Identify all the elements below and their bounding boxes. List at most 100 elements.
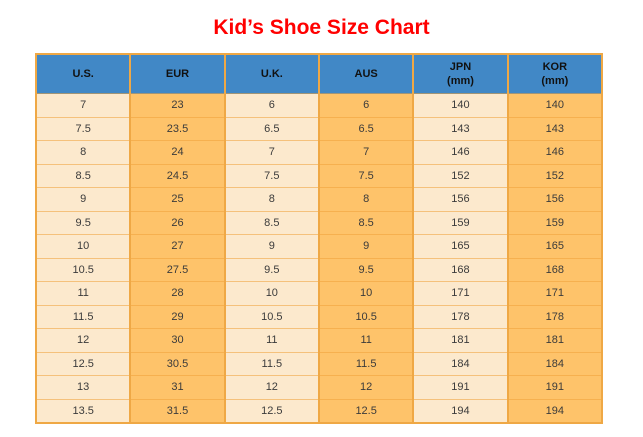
table-cell: 25 [129, 187, 225, 211]
table-row: 9 25 8 8 156 156 [36, 187, 602, 211]
table-cell: 30 [129, 328, 225, 352]
column-header: JPN (mm) [412, 54, 508, 94]
table-cell: 26 [129, 210, 225, 235]
table-row: 13 31 12 12 191 191 [36, 375, 602, 399]
table-cell: 30.5 [129, 351, 225, 376]
table-cell: 6 [223, 93, 319, 117]
table-cell: 184 [412, 351, 508, 376]
table-row: 11 28 10 10 171 171 [36, 281, 602, 305]
table-cell: 11.5 [317, 351, 414, 376]
column-header: AUS [317, 54, 414, 94]
table-cell: 11.5 [223, 351, 319, 376]
table-cell: 12.5 [36, 351, 131, 376]
table-row: 9.5 26 8.5 8.5 159 159 [36, 210, 602, 235]
table-cell: 194 [412, 398, 508, 423]
table-cell: 10.5 [36, 257, 131, 282]
table-cell: 11.5 [36, 304, 131, 329]
table-cell: 8.5 [223, 210, 319, 235]
table-cell: 8.5 [36, 163, 131, 188]
table-row: 13.5 31.5 12.5 12.5 194 194 [36, 398, 602, 423]
table-cell: 10 [317, 281, 414, 305]
table-cell: 10 [223, 281, 319, 305]
table-body: 7 23 6 6 140 140 7.5 23.5 6.5 6.5 143 143 8 24 7 7 146 14… [36, 93, 602, 423]
table-cell: 7 [223, 140, 319, 164]
table-cell: 146 [412, 140, 508, 164]
table-cell: 10 [36, 234, 131, 258]
table-row: 12 30 11 11 181 181 [36, 328, 602, 352]
table-row: 8 24 7 7 146 146 [36, 140, 602, 164]
table-cell: 181 [506, 328, 602, 352]
table-cell: 181 [412, 328, 508, 352]
table-cell: 7 [317, 140, 414, 164]
table-cell: 12 [36, 328, 131, 352]
table-cell: 27.5 [129, 257, 225, 282]
table-cell: 7.5 [36, 116, 131, 141]
table-cell: 10.5 [317, 304, 414, 329]
table-row: 11.5 29 10.5 10.5 178 178 [36, 304, 602, 329]
table-cell: 13 [36, 375, 131, 399]
table-row: 10.5 27.5 9.5 9.5 168 168 [36, 257, 602, 282]
table-header-row: U.S. EUR U.K. AUS JPN (mm) KOR (mm) [36, 54, 602, 94]
table-cell: 168 [412, 257, 508, 282]
table-cell: 12.5 [317, 398, 414, 423]
table-cell: 10.5 [223, 304, 319, 329]
table-cell: 12.5 [223, 398, 319, 423]
table-cell: 165 [506, 234, 602, 258]
table-cell: 31.5 [129, 398, 225, 423]
table-cell: 27 [129, 234, 225, 258]
table-cell: 165 [412, 234, 508, 258]
table-cell: 11 [36, 281, 131, 305]
table-cell: 191 [412, 375, 508, 399]
table-cell: 28 [129, 281, 225, 305]
table-cell: 12 [317, 375, 414, 399]
table-cell: 23 [129, 93, 225, 117]
table-cell: 168 [506, 257, 602, 282]
table-cell: 143 [412, 116, 508, 141]
table-cell: 9.5 [36, 210, 131, 235]
table-row: 12.5 30.5 11.5 11.5 184 184 [36, 351, 602, 376]
table-cell: 171 [412, 281, 508, 305]
table-cell: 8 [36, 140, 131, 164]
table-cell: 140 [412, 93, 508, 117]
table-cell: 11 [223, 328, 319, 352]
table-cell: 146 [506, 140, 602, 164]
page-title: Kid’s Shoe Size Chart [213, 16, 430, 39]
table-row: 7 23 6 6 140 140 [36, 93, 602, 117]
table-cell: 7.5 [223, 163, 319, 188]
table-row: 7.5 23.5 6.5 6.5 143 143 [36, 116, 602, 141]
column-header: KOR (mm) [506, 54, 602, 94]
table-cell: 9 [36, 187, 131, 211]
table-cell: 159 [506, 210, 602, 235]
table-cell: 11 [317, 328, 414, 352]
table-cell: 23.5 [129, 116, 225, 141]
table-cell: 184 [506, 351, 602, 376]
table-cell: 12 [223, 375, 319, 399]
table-cell: 9.5 [223, 257, 319, 282]
table-cell: 156 [506, 187, 602, 211]
table-cell: 8 [317, 187, 414, 211]
table-cell: 13.5 [36, 398, 131, 423]
table-cell: 8 [223, 187, 319, 211]
table-cell: 7 [36, 93, 131, 117]
table-cell: 31 [129, 375, 225, 399]
table-cell: 156 [412, 187, 508, 211]
table-cell: 178 [506, 304, 602, 329]
table-cell: 24.5 [129, 163, 225, 188]
table-cell: 194 [506, 398, 602, 423]
table-cell: 140 [506, 93, 602, 117]
table-cell: 6 [317, 93, 414, 117]
table-cell: 191 [506, 375, 602, 399]
table-cell: 9 [223, 234, 319, 258]
table-cell: 159 [412, 210, 508, 235]
table-cell: 171 [506, 281, 602, 305]
table-cell: 178 [412, 304, 508, 329]
table-cell: 152 [412, 163, 508, 188]
table-cell: 24 [129, 140, 225, 164]
table-cell: 6.5 [317, 116, 414, 141]
table-row: 8.5 24.5 7.5 7.5 152 152 [36, 163, 602, 188]
table-header: U.S. EUR U.K. AUS JPN (mm) KOR (mm) [36, 54, 602, 94]
table-cell: 143 [506, 116, 602, 141]
table-row: 10 27 9 9 165 165 [36, 234, 602, 258]
column-header: U.K. [223, 54, 319, 94]
